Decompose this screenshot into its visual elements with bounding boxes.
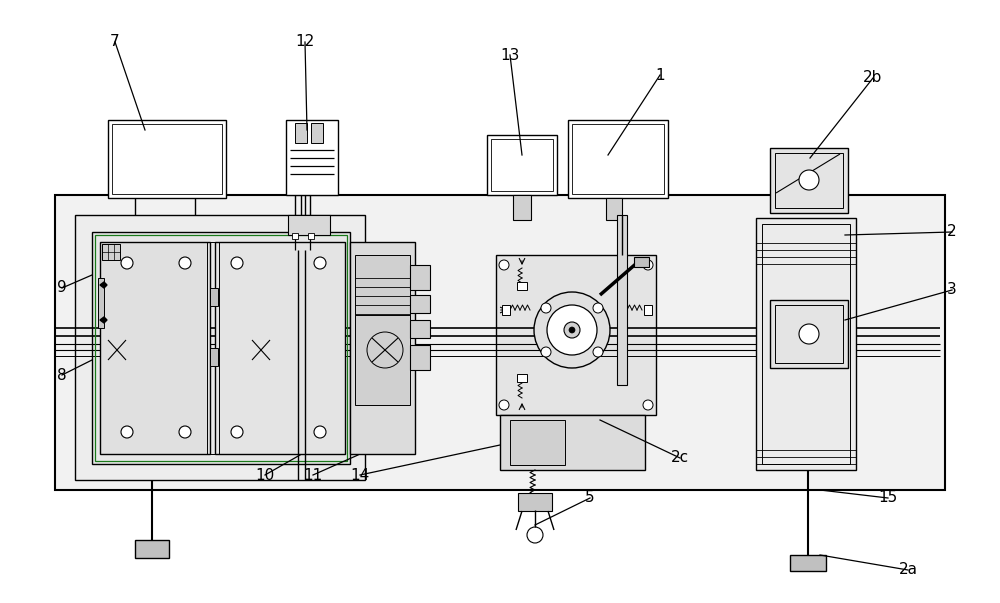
Circle shape	[799, 324, 819, 344]
Circle shape	[547, 305, 597, 355]
Bar	[75, 215, 365, 480]
Bar	[410, 295, 430, 313]
Circle shape	[314, 257, 326, 269]
Bar	[292, 233, 298, 239]
Bar	[288, 215, 330, 235]
Bar	[135, 540, 169, 558]
Text: 15: 15	[878, 490, 898, 505]
Bar	[308, 233, 314, 239]
Bar	[568, 120, 668, 198]
Text: 1: 1	[655, 68, 665, 83]
Bar	[775, 153, 843, 208]
Circle shape	[799, 170, 819, 190]
Bar	[770, 148, 848, 213]
Bar	[95, 235, 347, 461]
Circle shape	[541, 303, 551, 313]
Bar	[518, 493, 552, 511]
Text: 3: 3	[947, 282, 957, 297]
Text: 11: 11	[303, 467, 323, 482]
Bar	[606, 198, 622, 220]
Bar	[215, 242, 345, 454]
Bar	[100, 242, 210, 454]
Circle shape	[367, 332, 403, 368]
Bar	[355, 255, 410, 345]
Bar	[410, 265, 430, 290]
Bar	[286, 120, 338, 195]
Bar	[517, 374, 527, 382]
Bar	[295, 123, 307, 143]
Circle shape	[593, 303, 603, 313]
Circle shape	[541, 347, 551, 357]
Bar	[210, 288, 218, 306]
Text: 2: 2	[947, 224, 957, 239]
Circle shape	[527, 527, 543, 543]
Bar	[756, 218, 856, 470]
Circle shape	[499, 260, 509, 270]
Circle shape	[121, 257, 133, 269]
Text: 7: 7	[110, 34, 120, 49]
Text: 2c: 2c	[671, 450, 689, 466]
Text: 2b: 2b	[863, 71, 883, 86]
Bar	[112, 124, 222, 194]
Bar	[775, 305, 843, 363]
Text: 13: 13	[500, 48, 520, 63]
Bar	[108, 120, 226, 198]
Bar	[510, 420, 565, 465]
Bar	[502, 305, 510, 315]
Bar	[790, 555, 826, 571]
Circle shape	[593, 347, 603, 357]
Circle shape	[231, 426, 243, 438]
Text: 12: 12	[295, 34, 315, 49]
Text: 14: 14	[350, 467, 370, 482]
Bar	[644, 305, 652, 315]
Text: 10: 10	[255, 467, 275, 482]
Bar	[355, 315, 410, 405]
Circle shape	[121, 426, 133, 438]
Bar	[410, 320, 430, 338]
Bar	[102, 244, 120, 260]
Bar	[762, 224, 850, 464]
Bar	[491, 139, 553, 191]
Bar	[311, 123, 323, 143]
Bar	[487, 135, 557, 195]
Bar	[634, 257, 649, 267]
Text: 5: 5	[585, 490, 595, 505]
Circle shape	[179, 426, 191, 438]
Bar	[350, 242, 415, 454]
Text: 2a: 2a	[898, 563, 918, 578]
Bar	[55, 195, 945, 490]
Circle shape	[564, 322, 580, 338]
Text: 9: 9	[57, 280, 67, 295]
Circle shape	[231, 257, 243, 269]
Bar	[617, 215, 627, 385]
Bar	[500, 415, 645, 470]
Bar	[496, 255, 656, 415]
Bar	[98, 278, 104, 328]
Bar	[410, 345, 430, 370]
Bar	[207, 242, 219, 454]
Polygon shape	[100, 317, 107, 323]
Bar	[572, 124, 664, 194]
Bar	[92, 232, 350, 464]
Text: 8: 8	[57, 367, 67, 382]
Circle shape	[534, 292, 610, 368]
Circle shape	[569, 327, 575, 333]
Polygon shape	[100, 282, 107, 288]
Bar	[517, 282, 527, 290]
Circle shape	[643, 260, 653, 270]
Bar	[210, 348, 218, 366]
Circle shape	[499, 400, 509, 410]
Bar	[513, 195, 531, 220]
Circle shape	[314, 426, 326, 438]
Bar	[770, 300, 848, 368]
Circle shape	[643, 400, 653, 410]
Circle shape	[179, 257, 191, 269]
